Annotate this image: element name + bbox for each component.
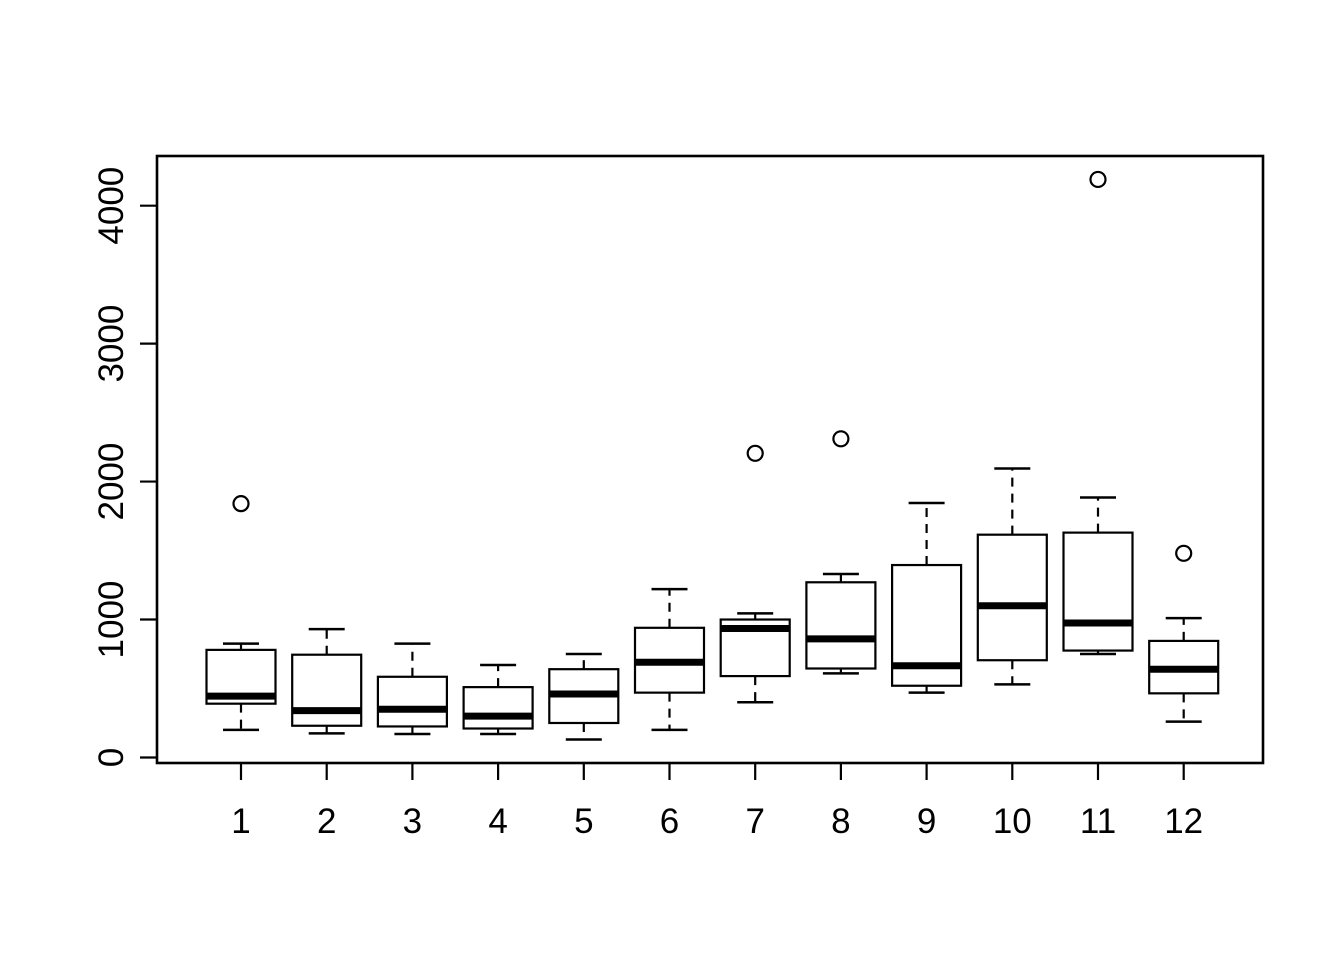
x-tick-label: 1 bbox=[231, 802, 250, 841]
box-rect bbox=[462, 686, 534, 730]
box-rect bbox=[1062, 531, 1134, 652]
x-tick-label: 2 bbox=[317, 802, 336, 841]
x-tick-label: 4 bbox=[488, 802, 507, 841]
box-group-7 bbox=[719, 444, 791, 704]
x-axis: 1 2 3 4 5 6 7 8 9 10 11 12 bbox=[231, 763, 1203, 841]
box-group-3 bbox=[376, 642, 448, 736]
x-tick-label: 8 bbox=[831, 802, 850, 841]
outlier-point bbox=[1089, 170, 1107, 189]
y-tick-label: 1000 bbox=[92, 581, 131, 659]
x-tick-label: 3 bbox=[403, 802, 422, 841]
y-tick-label: 3000 bbox=[92, 305, 131, 383]
box-rect bbox=[376, 675, 448, 728]
box-group-11 bbox=[1062, 170, 1134, 656]
box-group-8 bbox=[805, 430, 877, 675]
y-tick-label: 0 bbox=[92, 748, 131, 767]
x-tick-label: 10 bbox=[993, 802, 1032, 841]
x-tick-label: 6 bbox=[660, 802, 679, 841]
x-tick-label: 9 bbox=[917, 802, 936, 841]
box-rect bbox=[291, 653, 363, 727]
box-group-1 bbox=[205, 495, 277, 732]
box-group-12 bbox=[1148, 544, 1220, 723]
y-tick-label: 2000 bbox=[92, 443, 131, 521]
x-tick-label: 5 bbox=[574, 802, 593, 841]
outlier-point bbox=[1175, 544, 1193, 562]
box-rect bbox=[805, 581, 877, 670]
box-group-9 bbox=[890, 501, 963, 694]
x-tick-label: 12 bbox=[1164, 802, 1203, 841]
box-rect bbox=[976, 533, 1048, 662]
outlier-point bbox=[232, 495, 250, 513]
box-group-10 bbox=[976, 467, 1048, 686]
box-group-6 bbox=[633, 587, 706, 732]
y-tick-label: 4000 bbox=[92, 167, 131, 245]
plot-frame bbox=[155, 154, 1265, 765]
x-tick-label: 11 bbox=[1080, 802, 1116, 841]
box-group-5 bbox=[548, 652, 620, 741]
box-group-4 bbox=[462, 663, 534, 736]
x-tick-label: 7 bbox=[745, 802, 764, 841]
box-group-2 bbox=[291, 627, 363, 735]
outlier-point bbox=[832, 430, 850, 448]
y-axis: 0 1000 2000 3000 4000 bbox=[92, 167, 157, 767]
outlier-point bbox=[746, 444, 764, 462]
